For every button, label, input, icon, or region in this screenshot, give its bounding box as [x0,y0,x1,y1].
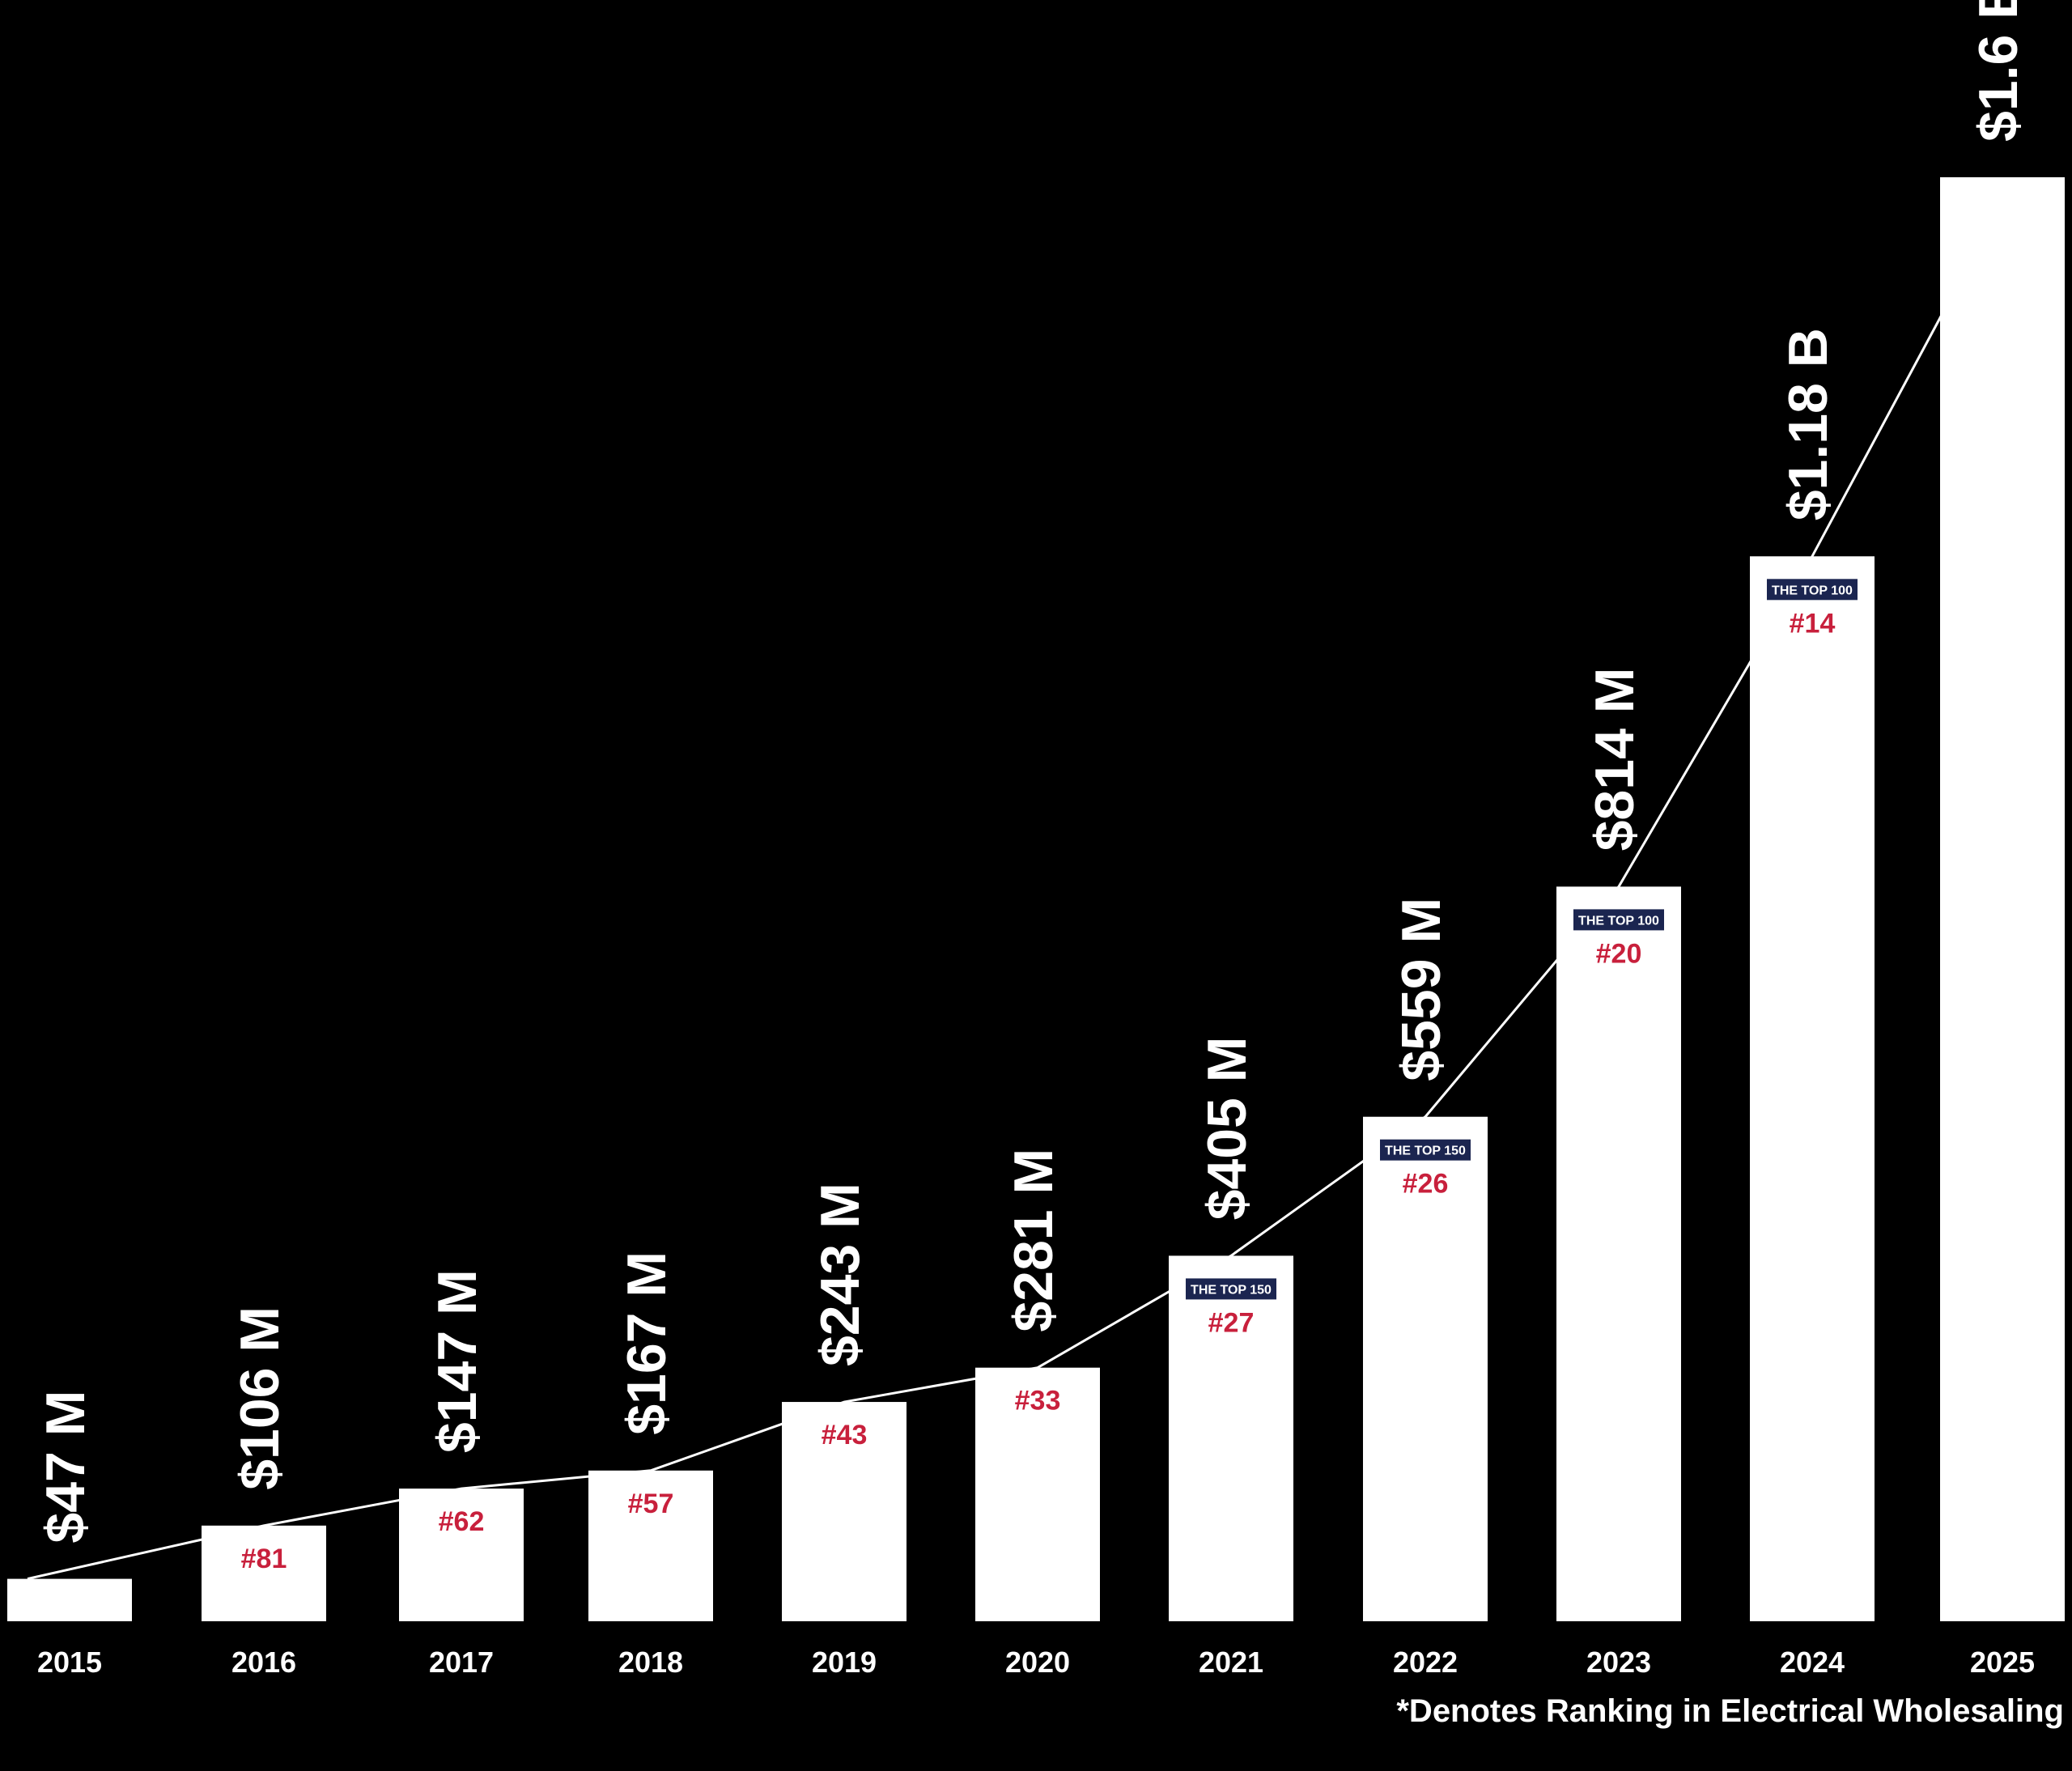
footnote: *Denotes Ranking in Electrical Wholesali… [1396,1693,2064,1729]
year-label-2018: 2018 [618,1646,683,1679]
value-label-2015: $47 M [35,1391,96,1544]
ranking-badge-2021 [1186,1278,1276,1300]
bar-2025 [1940,177,2065,1621]
value-label-2017: $147 M [427,1269,488,1453]
rank-label-2021: #27 [1208,1307,1255,1338]
year-label-2015: 2015 [37,1646,102,1679]
value-label-2016: $106 M [229,1306,291,1490]
ranking-badge-text-2023: THE TOP 100 [1578,914,1659,928]
rank-label-2019: #43 [822,1420,868,1450]
trend-line [27,314,1943,1581]
year-label-2022: 2022 [1393,1646,1458,1679]
bar-2024 [1750,556,1875,1621]
rank-label-2018: #57 [628,1489,674,1519]
value-label-2018: $167 M [616,1251,677,1435]
value-label-2022: $559 M [1391,898,1452,1081]
labels-layer: 2015 $47 M 2016 $106 M #81 2017 $147 M #62 2018 $… [35,0,2035,1679]
year-label-2025: 2025 [1970,1646,2035,1679]
value-label-2024: $1.18 B [1777,328,1839,520]
bar-2018 [588,1470,713,1621]
year-label-2023: 2023 [1586,1646,1651,1679]
ranking-badge-text-2022: THE TOP 150 [1385,1145,1466,1158]
year-label-2019: 2019 [812,1646,877,1679]
bar-2021 [1169,1255,1293,1621]
bar-2019 [782,1402,906,1621]
bar-2022 [1363,1116,1488,1621]
rank-label-2024: #14 [1790,608,1836,639]
year-label-2021: 2021 [1199,1646,1263,1679]
bars-layer [7,177,2065,1621]
bar-2015 [7,1578,132,1621]
bar-2017 [399,1489,524,1621]
value-label-2021: $405 M [1196,1037,1258,1221]
rank-label-2022: #26 [1403,1169,1449,1200]
ranking-badge-2022 [1380,1139,1471,1161]
year-label-2020: 2020 [1005,1646,1070,1679]
value-label-2025: $1.6 B [1968,0,2029,142]
rank-label-2020: #33 [1015,1386,1061,1416]
ranking-badge-2023 [1573,909,1664,931]
value-label-2020: $281 M [1003,1149,1064,1332]
year-label-2016: 2016 [231,1646,296,1679]
rank-label-2023: #20 [1596,938,1642,969]
bar-2023 [1556,886,1681,1621]
ranking-badge-2024 [1767,579,1858,601]
ranking-badge-text-2021: THE TOP 150 [1191,1283,1272,1297]
trend-line-layer [27,314,1943,1581]
value-label-2023: $814 M [1584,668,1645,852]
bar-2020 [975,1367,1100,1621]
year-label-2017: 2017 [429,1646,494,1679]
bar-2016 [202,1525,326,1621]
year-label-2024: 2024 [1780,1646,1845,1679]
value-label-2019: $243 M [809,1183,871,1366]
ranking-badge-text-2024: THE TOP 100 [1772,584,1853,597]
rank-label-2016: #81 [241,1544,287,1574]
rank-label-2017: #62 [439,1506,485,1537]
